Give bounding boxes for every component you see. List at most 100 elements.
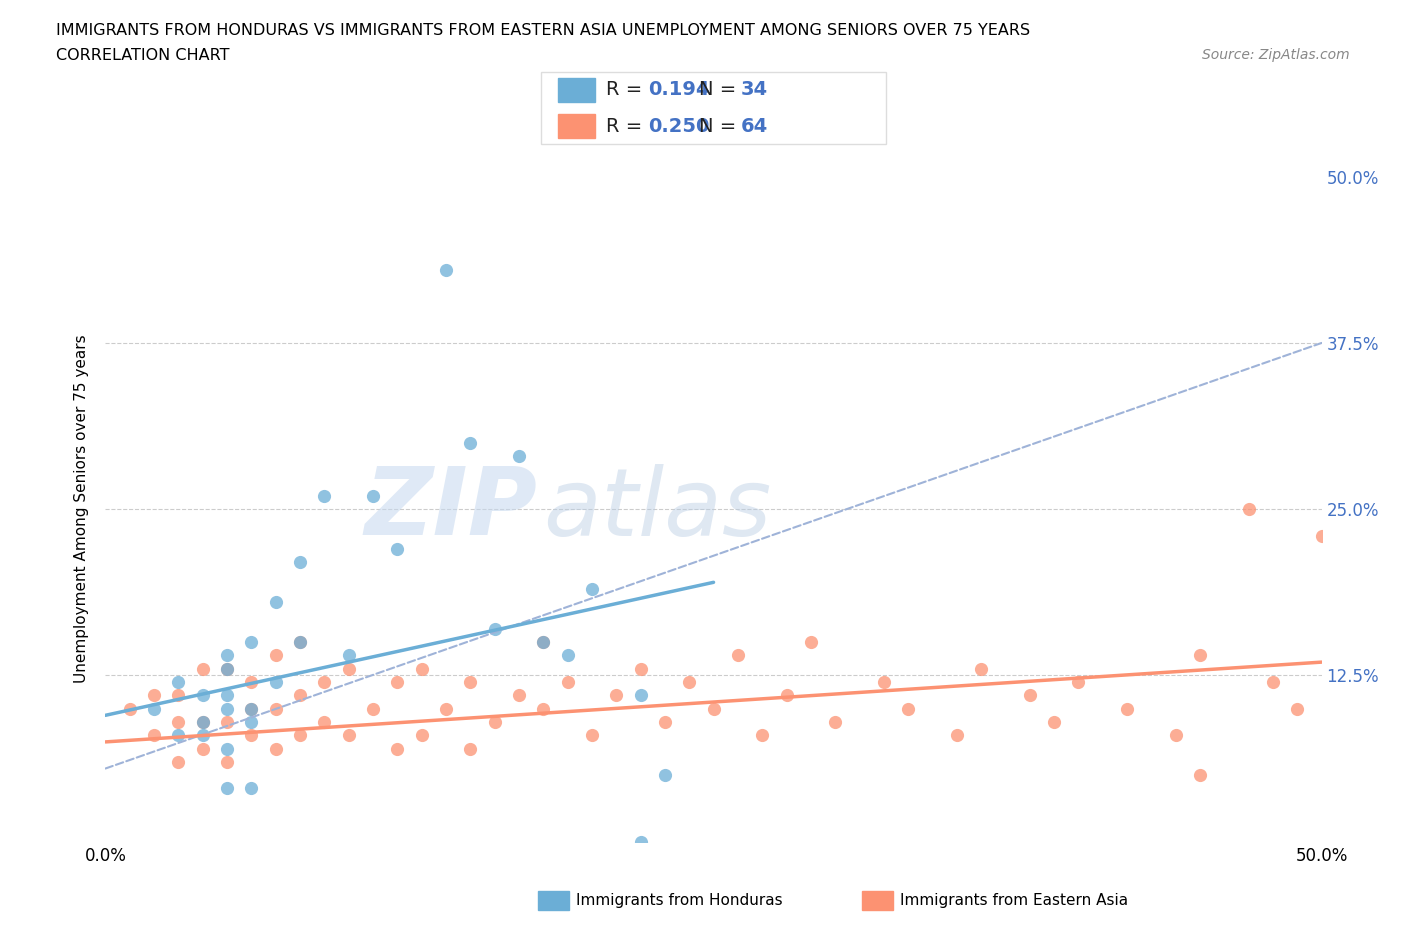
Point — [630, 834, 652, 849]
Point — [337, 661, 360, 676]
Text: atlas: atlas — [543, 464, 772, 554]
Point — [240, 674, 263, 689]
Point — [167, 754, 190, 769]
Text: CORRELATION CHART: CORRELATION CHART — [56, 48, 229, 63]
Point — [411, 661, 433, 676]
Point — [434, 262, 457, 277]
Point — [264, 595, 287, 610]
Point — [484, 621, 506, 636]
Point — [217, 661, 239, 676]
Point — [508, 688, 530, 703]
Text: 64: 64 — [741, 116, 768, 136]
Point — [240, 635, 263, 650]
Text: Source: ZipAtlas.com: Source: ZipAtlas.com — [1202, 48, 1350, 62]
Point — [531, 635, 554, 650]
Point — [217, 741, 239, 756]
Point — [217, 754, 239, 769]
Point — [1237, 502, 1260, 517]
Point — [167, 674, 190, 689]
Point — [143, 701, 166, 716]
Point — [314, 674, 336, 689]
Point — [873, 674, 896, 689]
Point — [775, 688, 797, 703]
Text: 0.250: 0.250 — [648, 116, 710, 136]
Point — [361, 701, 384, 716]
Point — [1067, 674, 1090, 689]
Point — [118, 701, 141, 716]
Point — [1189, 768, 1212, 783]
Point — [581, 581, 603, 596]
Point — [605, 688, 627, 703]
Point — [143, 728, 166, 743]
Point — [508, 448, 530, 463]
Text: 34: 34 — [741, 80, 768, 100]
Point — [191, 741, 214, 756]
Point — [387, 741, 409, 756]
Point — [484, 714, 506, 729]
Point — [217, 648, 239, 663]
Point — [167, 728, 190, 743]
Point — [387, 674, 409, 689]
Point — [751, 728, 773, 743]
Point — [458, 435, 481, 450]
Point — [288, 635, 311, 650]
Point — [217, 701, 239, 716]
Point — [167, 714, 190, 729]
Text: ZIP: ZIP — [364, 463, 537, 555]
Point — [288, 555, 311, 570]
Point — [191, 714, 214, 729]
Point — [1164, 728, 1187, 743]
Text: 0.194: 0.194 — [648, 80, 710, 100]
Point — [531, 701, 554, 716]
Point — [897, 701, 920, 716]
Point — [727, 648, 749, 663]
Point — [1286, 701, 1309, 716]
Point — [557, 648, 579, 663]
Point — [1018, 688, 1040, 703]
Text: N =: N = — [699, 116, 742, 136]
Point — [314, 714, 336, 729]
Point — [288, 635, 311, 650]
Point — [217, 781, 239, 796]
Text: R =: R = — [606, 80, 648, 100]
Point — [970, 661, 993, 676]
Point — [1261, 674, 1284, 689]
Point — [458, 741, 481, 756]
Point — [264, 701, 287, 716]
Point — [434, 701, 457, 716]
Point — [1116, 701, 1139, 716]
Y-axis label: Unemployment Among Seniors over 75 years: Unemployment Among Seniors over 75 years — [75, 335, 90, 684]
Point — [630, 661, 652, 676]
Point — [240, 714, 263, 729]
Point — [337, 728, 360, 743]
Point — [361, 488, 384, 503]
Point — [264, 741, 287, 756]
Text: Immigrants from Eastern Asia: Immigrants from Eastern Asia — [900, 893, 1128, 908]
Point — [1189, 648, 1212, 663]
Point — [191, 714, 214, 729]
Point — [217, 714, 239, 729]
Point — [531, 635, 554, 650]
Point — [167, 688, 190, 703]
Point — [191, 661, 214, 676]
Point — [264, 674, 287, 689]
Point — [458, 674, 481, 689]
Point — [1043, 714, 1066, 729]
Point — [191, 728, 214, 743]
Text: N =: N = — [699, 80, 742, 100]
Text: Immigrants from Honduras: Immigrants from Honduras — [576, 893, 783, 908]
Point — [143, 688, 166, 703]
Point — [654, 714, 676, 729]
Point — [240, 701, 263, 716]
Point — [630, 688, 652, 703]
Point — [217, 661, 239, 676]
Point — [264, 648, 287, 663]
Point — [945, 728, 967, 743]
Point — [240, 781, 263, 796]
Point — [217, 688, 239, 703]
Point — [314, 488, 336, 503]
Point — [240, 728, 263, 743]
Point — [240, 701, 263, 716]
Point — [557, 674, 579, 689]
Point — [288, 728, 311, 743]
